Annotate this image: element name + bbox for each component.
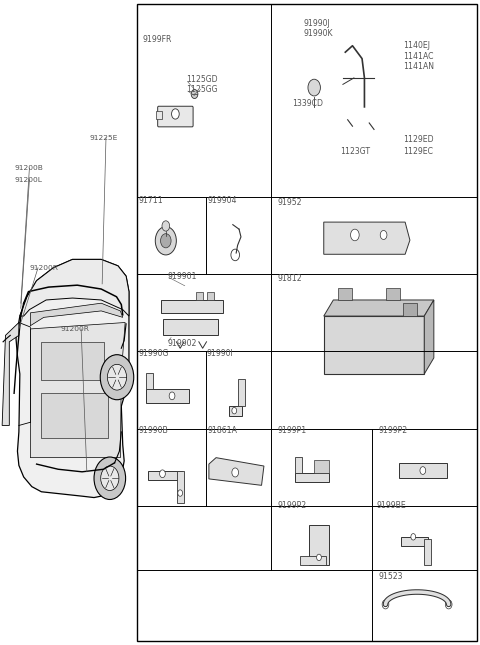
Text: 1123GT: 1123GT <box>340 147 371 156</box>
Polygon shape <box>30 303 123 326</box>
Bar <box>338 288 352 300</box>
Circle shape <box>108 364 127 390</box>
Bar <box>386 288 400 300</box>
Bar <box>401 537 428 546</box>
Circle shape <box>411 533 416 540</box>
Circle shape <box>350 229 359 241</box>
Text: 919904: 919904 <box>207 195 237 204</box>
Circle shape <box>308 79 321 96</box>
Text: 9199P2: 9199P2 <box>379 426 408 435</box>
Text: 91990K: 91990K <box>303 29 333 38</box>
Text: 91200R: 91200R <box>60 326 89 332</box>
Text: 1129EC: 1129EC <box>403 147 433 156</box>
Text: 919901: 919901 <box>167 272 197 281</box>
Polygon shape <box>20 259 129 316</box>
Bar <box>238 379 245 406</box>
Polygon shape <box>424 300 434 374</box>
Circle shape <box>171 109 179 119</box>
Bar <box>137 4 477 641</box>
Bar <box>177 471 184 502</box>
Circle shape <box>159 470 165 477</box>
FancyBboxPatch shape <box>157 106 193 127</box>
Text: 1141AN: 1141AN <box>403 62 434 71</box>
Circle shape <box>380 230 387 239</box>
Circle shape <box>100 355 134 400</box>
Circle shape <box>191 90 198 99</box>
Bar <box>207 292 214 300</box>
Bar <box>314 461 328 473</box>
Bar <box>148 471 181 480</box>
Polygon shape <box>324 300 434 316</box>
Circle shape <box>94 457 126 499</box>
Circle shape <box>420 467 426 474</box>
Bar <box>295 457 302 473</box>
Text: 91990J: 91990J <box>303 19 330 28</box>
Bar <box>300 556 326 565</box>
Bar <box>156 112 162 119</box>
Text: 91952: 91952 <box>277 198 302 207</box>
Bar <box>41 342 104 381</box>
Text: 1125GG: 1125GG <box>186 85 218 94</box>
Bar <box>403 303 417 316</box>
Bar <box>424 539 431 565</box>
Bar <box>146 389 189 403</box>
Text: 1339CD: 1339CD <box>292 99 323 108</box>
Text: 91200B: 91200B <box>14 165 43 171</box>
Bar <box>228 406 242 416</box>
Text: 1141AC: 1141AC <box>403 52 433 61</box>
Circle shape <box>156 226 176 255</box>
Circle shape <box>445 600 452 609</box>
Bar <box>146 373 154 389</box>
Text: 91990G: 91990G <box>139 349 169 358</box>
Circle shape <box>232 408 237 414</box>
Circle shape <box>162 221 169 231</box>
Polygon shape <box>399 463 447 478</box>
Circle shape <box>101 466 119 490</box>
Text: 91711: 91711 <box>139 195 163 204</box>
Text: 91990B: 91990B <box>139 426 168 435</box>
Text: 91990I: 91990I <box>206 349 233 358</box>
Bar <box>310 525 328 565</box>
Text: 1140EJ: 1140EJ <box>403 41 430 50</box>
Polygon shape <box>2 322 19 426</box>
Circle shape <box>232 468 239 477</box>
Text: 91812: 91812 <box>277 274 302 283</box>
Text: 9199FR: 9199FR <box>143 35 172 44</box>
Bar <box>324 316 424 374</box>
Text: 91200R: 91200R <box>29 265 59 271</box>
Circle shape <box>169 392 175 400</box>
Circle shape <box>178 490 182 496</box>
Text: 919902: 919902 <box>167 339 197 348</box>
Text: 9199P2: 9199P2 <box>277 501 306 510</box>
Text: 9199P1: 9199P1 <box>277 426 307 435</box>
Polygon shape <box>30 322 125 458</box>
Polygon shape <box>16 259 129 497</box>
Text: 91523: 91523 <box>379 572 403 581</box>
Bar <box>41 393 108 439</box>
Polygon shape <box>161 300 223 313</box>
Text: 1129ED: 1129ED <box>403 135 433 144</box>
Circle shape <box>382 600 389 609</box>
Text: 91200L: 91200L <box>14 177 42 183</box>
Circle shape <box>231 249 240 261</box>
Polygon shape <box>324 222 410 254</box>
Bar <box>295 473 328 482</box>
Circle shape <box>160 233 171 248</box>
Text: 91225E: 91225E <box>89 135 118 141</box>
Polygon shape <box>163 319 218 335</box>
Text: 1125GD: 1125GD <box>186 75 218 84</box>
Text: 9199BE: 9199BE <box>377 501 407 510</box>
Text: 91861A: 91861A <box>207 426 237 435</box>
Bar <box>196 292 203 300</box>
Polygon shape <box>209 458 264 485</box>
Circle shape <box>317 554 322 561</box>
